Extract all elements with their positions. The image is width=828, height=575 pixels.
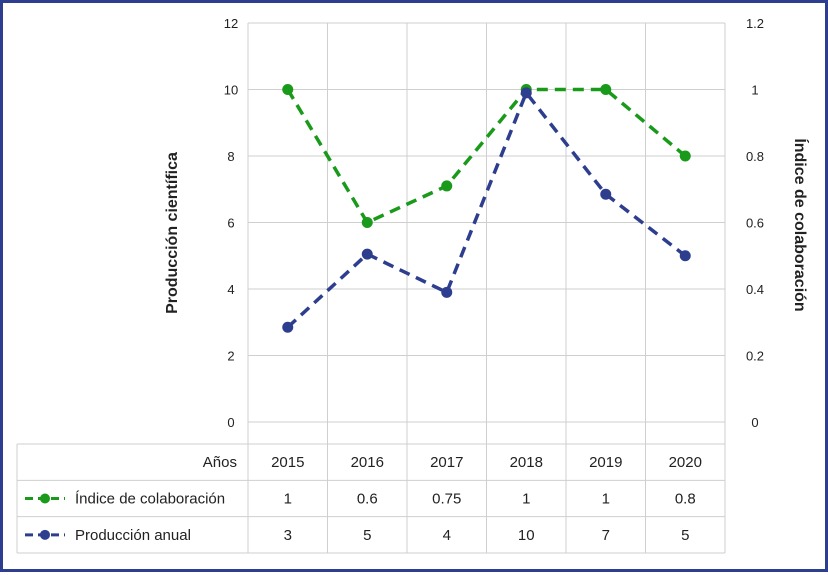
data-point [361,217,373,228]
y-right-tick: 0 [751,415,758,430]
y-left-tick: 10 [224,83,238,98]
y-left-tick: 6 [227,216,234,231]
x-category-label: 2019 [589,454,622,471]
y-left-axis-title: Producción científica [164,152,181,314]
y-left-tick: 12 [224,16,238,31]
table-cell-value: 1 [284,491,292,508]
table-cell-value: 1 [522,491,530,508]
y-right-tick: 0.6 [746,216,764,231]
table-cell-value: 1 [602,491,610,508]
table-cell-value: 10 [518,527,535,544]
legend-key-marker [40,493,50,504]
y-right-axis-title: Índice de colaboración [791,138,810,311]
table-cell-value: 5 [681,527,689,544]
table-header-label: Años [203,454,237,471]
series-line [286,89,687,329]
data-point [679,150,691,162]
x-category-label: 2016 [351,454,384,471]
data-point [600,188,612,200]
y-right-tick: 0.8 [746,149,764,164]
y-right-tick: 0.2 [746,349,764,364]
y-left-tick: 0 [227,415,234,430]
data-point [679,250,691,262]
x-category-label: 2018 [510,454,543,471]
y-right-tick: 0.4 [746,282,764,297]
y-left-tick: 2 [227,349,234,364]
table-cell-value: 0.75 [432,491,461,508]
x-category-label: 2015 [271,454,304,471]
table-cell-value: 3 [284,527,292,544]
x-category-label: 2017 [430,454,463,471]
legend-series-name: Índice de colaboración [75,491,225,508]
data-point [600,84,612,95]
y-right-tick: 1.2 [746,16,764,31]
legend-key-marker [40,529,50,540]
data-point [282,84,294,95]
table-cell-value: 0.8 [675,491,696,508]
table-cell-value: 7 [602,527,610,544]
y-left-tick: 8 [227,149,234,164]
y-right-tick: 1 [751,83,758,98]
table-cell-value: 5 [363,527,371,544]
combo-chart: 0 2 4 6 8 10 12 0 0.2 0.4 0.6 0.8 1 1.2 Producción cie… [16,16,810,554]
data-point [441,286,453,298]
x-category-label: 2020 [669,454,702,471]
y-left-tick: 4 [227,282,234,297]
data-point [520,87,532,99]
table-cell-value: 0.6 [357,491,378,508]
data-point [361,248,373,260]
data-point [441,180,453,192]
series-line [286,87,687,225]
table-cell-value: 4 [443,527,451,544]
legend-series-name: Producción anual [75,527,191,544]
data-point [282,321,294,333]
